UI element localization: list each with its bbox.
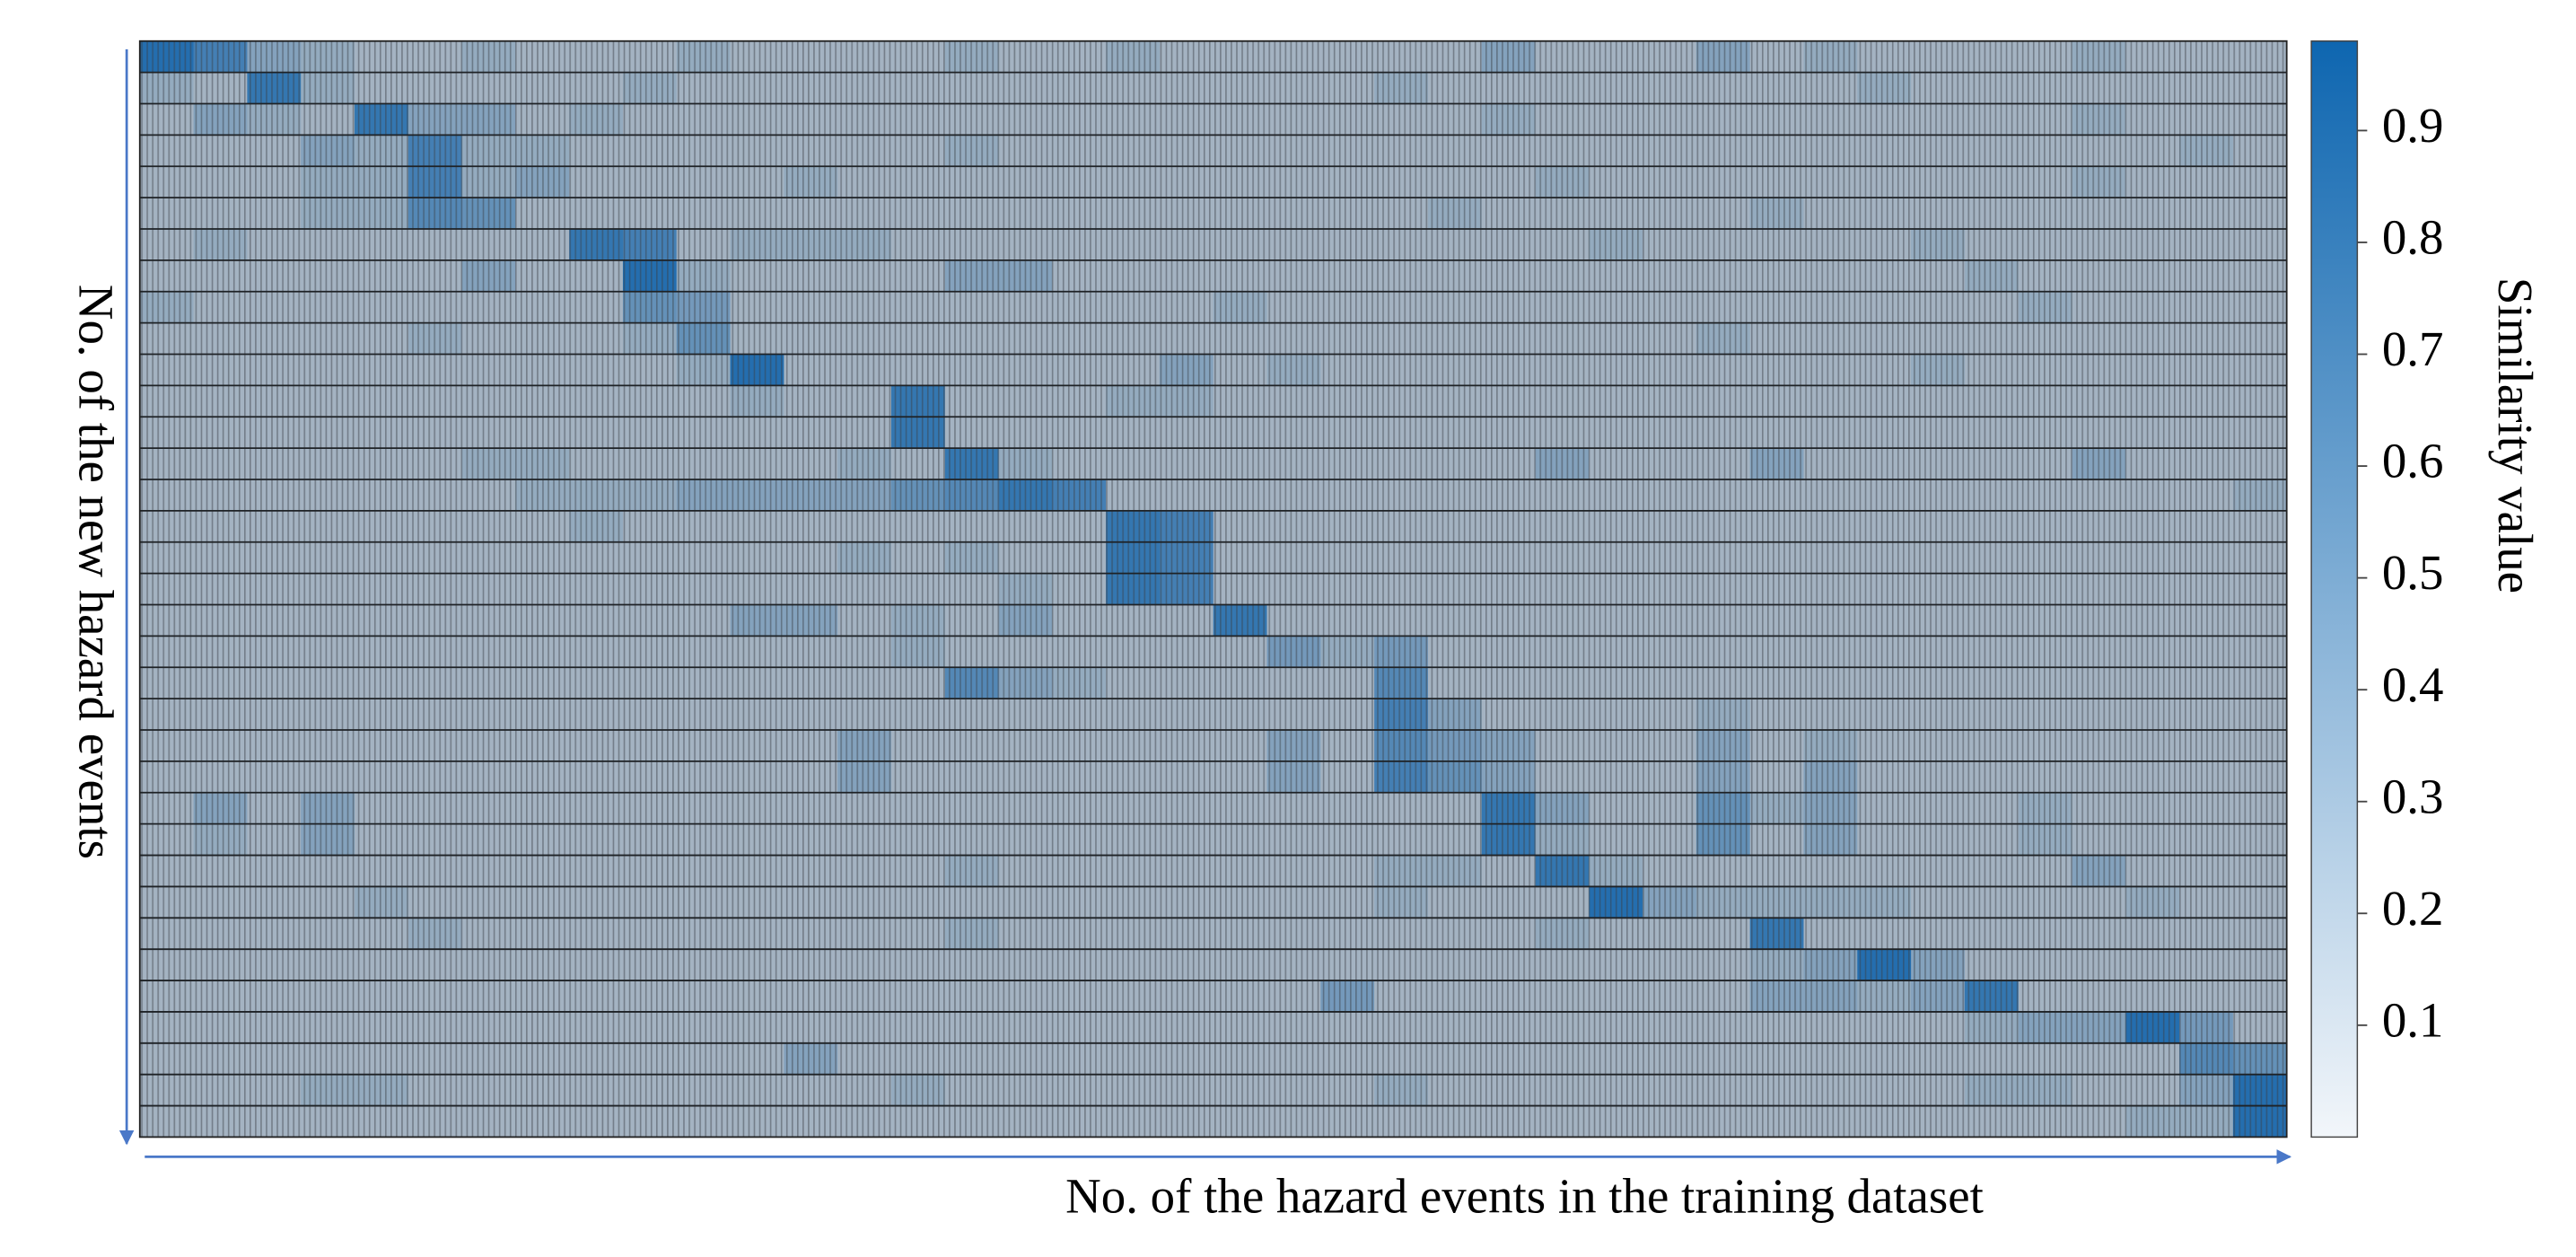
colorbar-tick-label: 0.1 (2382, 992, 2444, 1047)
colorbar-tick-label: 0.7 (2382, 321, 2444, 376)
colorbar-tick-label: 0.4 (2382, 657, 2444, 712)
colorbar-label: Similarity value (2488, 277, 2543, 593)
colorbar-tick-label: 0.8 (2382, 210, 2444, 265)
colorbar-ticks: 0.1 0.2 0.3 0.4 0.5 0.6 0.7 0.8 0.9 (2357, 98, 2443, 1047)
colorbar-tick-label: 0.3 (2382, 769, 2444, 823)
row-separators (139, 71, 2287, 1107)
colorbar-tick-label: 0.9 (2382, 98, 2444, 153)
y-axis-label: No. of the new hazard events (68, 285, 123, 859)
x-axis-label: No. of the hazard events in the training… (1065, 1168, 1984, 1223)
colorbar (2310, 40, 2359, 1138)
colorbar-tick-label: 0.6 (2382, 434, 2444, 488)
colorbar-tick-label: 0.5 (2382, 545, 2444, 600)
colorbar-tick-label: 0.2 (2382, 881, 2444, 936)
cell-texture (139, 40, 2287, 1138)
plot-frame (138, 40, 2288, 1138)
